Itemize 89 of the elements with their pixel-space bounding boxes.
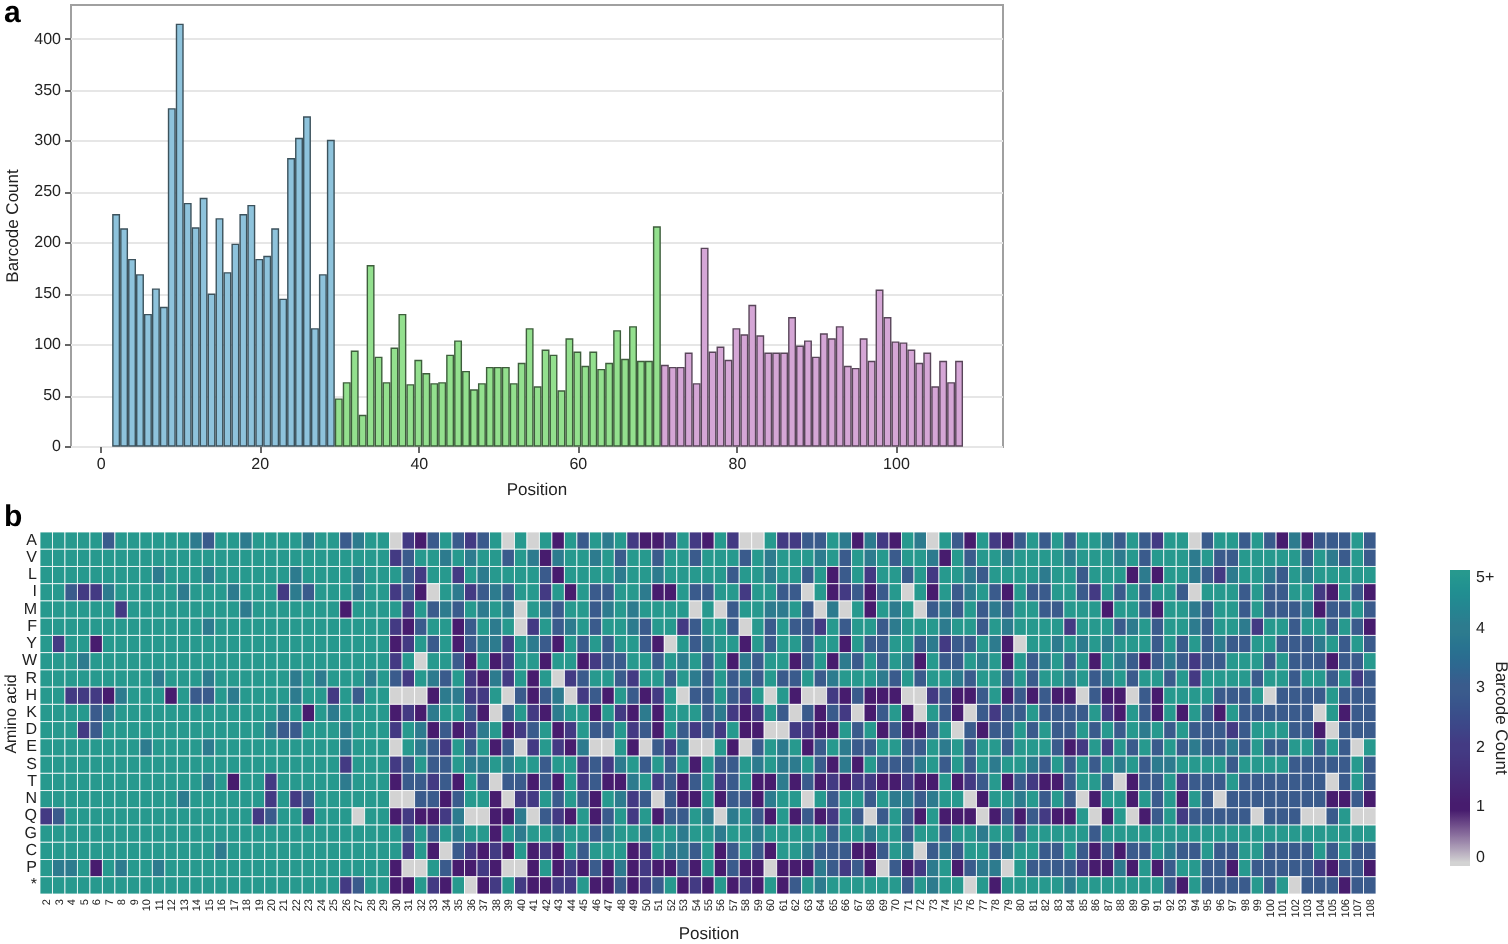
color-bar-label: 2 [1476, 737, 1486, 756]
bar [660, 364, 669, 447]
y-tick-label: 100 [34, 335, 63, 354]
bar [175, 23, 184, 447]
x-tick-label: 20 [251, 455, 271, 473]
bar [899, 342, 908, 447]
x-tick-label: 0 [96, 455, 107, 473]
bar [955, 360, 964, 447]
bar [732, 328, 741, 447]
y-axis-title: Amino acid [1, 674, 20, 754]
bar [907, 349, 916, 447]
bar [326, 139, 335, 447]
bar [788, 316, 797, 447]
y-tick-label: 400 [34, 29, 63, 48]
bar [271, 228, 280, 447]
y-tick-label: 0 [52, 437, 63, 455]
bar [493, 366, 502, 447]
x-axis-title: Position [506, 479, 568, 499]
color-bar-label: 0 [1476, 848, 1486, 866]
color-bar-label: 1 [1476, 796, 1486, 815]
bar [835, 326, 844, 447]
color-bar-title: Barcode Count [1492, 661, 1508, 776]
chart-title: a [4, 0, 22, 30]
bar [303, 116, 311, 447]
bar [804, 340, 812, 447]
y-tick-label: H [25, 685, 38, 704]
x-tick-label: 80 [728, 455, 748, 473]
bar [525, 328, 534, 447]
y-tick-label: 50 [43, 386, 63, 405]
color-bar-label: 3 [1476, 678, 1486, 697]
bar [112, 214, 121, 447]
y-tick-label: * [30, 875, 37, 894]
y-tick-label: 250 [34, 182, 63, 201]
bar [151, 288, 160, 447]
bar [589, 351, 598, 447]
y-tick-label: F [27, 616, 38, 635]
y-tick-label: P [26, 858, 37, 877]
x-tick-label: 100 [883, 455, 911, 473]
y-tick-label: Q [24, 806, 37, 825]
bar [398, 313, 407, 447]
bar [454, 340, 463, 447]
x-tick-label: 40 [410, 455, 430, 473]
bar [923, 352, 932, 447]
y-tick-label: E [26, 737, 37, 756]
bar [613, 330, 622, 447]
bar [350, 350, 359, 447]
y-tick-label: R [25, 668, 38, 687]
bar [366, 265, 375, 447]
bar [819, 333, 828, 447]
y-tick-label: S [26, 754, 37, 773]
bar [485, 366, 494, 447]
x-tick-label: 60 [569, 455, 589, 473]
color-bar-label: 5+ [1476, 568, 1495, 586]
y-tick-label: 150 [34, 284, 63, 303]
y-tick-label: I [32, 582, 37, 601]
bar [859, 338, 868, 447]
y-tick-label: Y [26, 634, 39, 653]
bar [541, 349, 550, 447]
bar [772, 352, 781, 447]
y-tick-label: M [23, 599, 38, 618]
color-bar-label: 4 [1476, 619, 1486, 638]
y-tick-label: G [24, 823, 37, 842]
y-tick-label: 200 [34, 233, 63, 252]
bar [199, 197, 208, 447]
y-tick-label: K [26, 703, 39, 721]
y-tick-label: T [27, 771, 38, 790]
y-tick-label: N [25, 789, 38, 808]
y-tick-label: W [21, 651, 38, 670]
bar [414, 359, 423, 447]
y-axis-title: Barcode Count [2, 168, 23, 283]
bar [247, 204, 256, 447]
y-tick-label: C [25, 840, 38, 859]
y-tick-label: V [26, 547, 39, 566]
y-tick-label: L [28, 565, 39, 584]
y-tick-label: 300 [34, 131, 63, 150]
bar [501, 366, 510, 447]
bar [700, 247, 709, 447]
y-tick-label: 350 [34, 80, 63, 99]
bar [565, 338, 574, 447]
chart-title: b [4, 499, 23, 534]
bar [668, 366, 677, 447]
bar [939, 360, 948, 447]
y-tick-label: D [25, 720, 38, 739]
bar [748, 304, 757, 447]
bar [629, 326, 637, 447]
bar [684, 352, 693, 447]
y-tick-label: A [26, 530, 39, 549]
x-axis-title: Position [678, 923, 740, 944]
bar [652, 226, 661, 447]
